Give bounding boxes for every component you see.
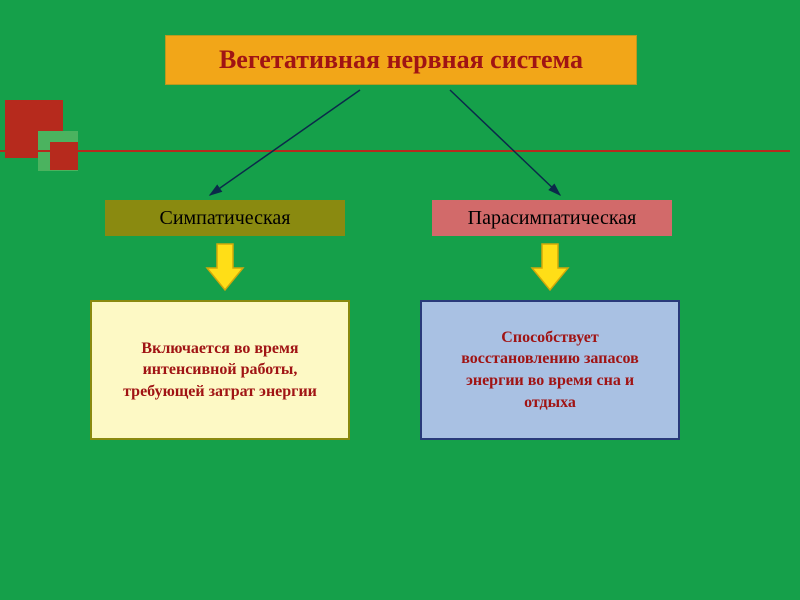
arrow-to-right bbox=[450, 90, 560, 195]
arrow-to-left bbox=[210, 90, 360, 195]
description-sympathetic-text: Включается во время интенсивной работы, … bbox=[110, 338, 330, 403]
category-sympathetic: Симпатическая bbox=[105, 200, 345, 236]
horizontal-divider bbox=[0, 150, 790, 152]
block-arrow-left bbox=[205, 242, 245, 292]
title-box: Вегетативная нервная система bbox=[165, 35, 637, 85]
title-text: Вегетативная нервная система bbox=[219, 45, 583, 75]
block-arrow-right bbox=[530, 242, 570, 292]
deco-red-square-small bbox=[50, 142, 78, 170]
category-parasympathetic: Парасимпатическая bbox=[432, 200, 672, 236]
slide-canvas: Вегетативная нервная система Симпатическ… bbox=[0, 0, 800, 600]
description-parasympathetic-text: Способствует восстановлению запасов энер… bbox=[440, 327, 660, 413]
description-sympathetic: Включается во время интенсивной работы, … bbox=[90, 300, 350, 440]
category-parasympathetic-label: Парасимпатическая bbox=[468, 207, 637, 230]
description-parasympathetic: Способствует восстановлению запасов энер… bbox=[420, 300, 680, 440]
category-sympathetic-label: Симпатическая bbox=[159, 207, 290, 230]
